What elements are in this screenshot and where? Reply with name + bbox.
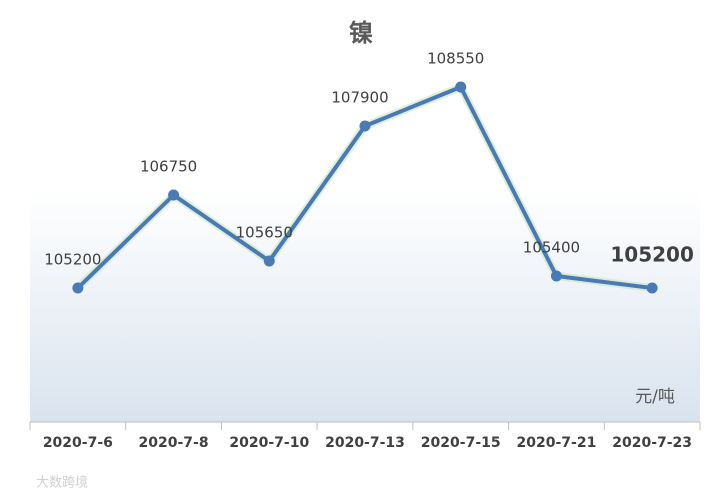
data-point xyxy=(72,282,84,294)
data-label: 105400 xyxy=(523,239,580,257)
data-point xyxy=(550,270,562,282)
data-point xyxy=(646,282,658,294)
data-label: 108550 xyxy=(427,50,484,68)
x-tick-label: 2020-7-13 xyxy=(325,435,405,451)
plot-background xyxy=(30,190,700,422)
x-tick-label: 2020-7-15 xyxy=(421,435,501,451)
data-point xyxy=(168,189,180,201)
data-point xyxy=(263,255,275,267)
data-label: 105200 xyxy=(610,243,694,267)
unit-label: 元/吨 xyxy=(635,387,675,407)
data-label: 105200 xyxy=(44,251,101,269)
x-tick-label: 2020-7-6 xyxy=(43,435,113,451)
x-tick-label: 2020-7-23 xyxy=(612,435,692,451)
watermark: 大数跨境 xyxy=(36,476,88,491)
data-label: 107900 xyxy=(331,89,388,107)
data-point xyxy=(455,81,467,93)
data-label: 106750 xyxy=(140,158,197,176)
chart-title: 镍 xyxy=(349,19,373,47)
x-tick-label: 2020-7-21 xyxy=(517,435,597,451)
x-tick-label: 2020-7-10 xyxy=(229,435,309,451)
data-point xyxy=(359,120,371,132)
x-tick-label: 2020-7-8 xyxy=(139,435,209,451)
data-label: 105650 xyxy=(236,224,293,242)
